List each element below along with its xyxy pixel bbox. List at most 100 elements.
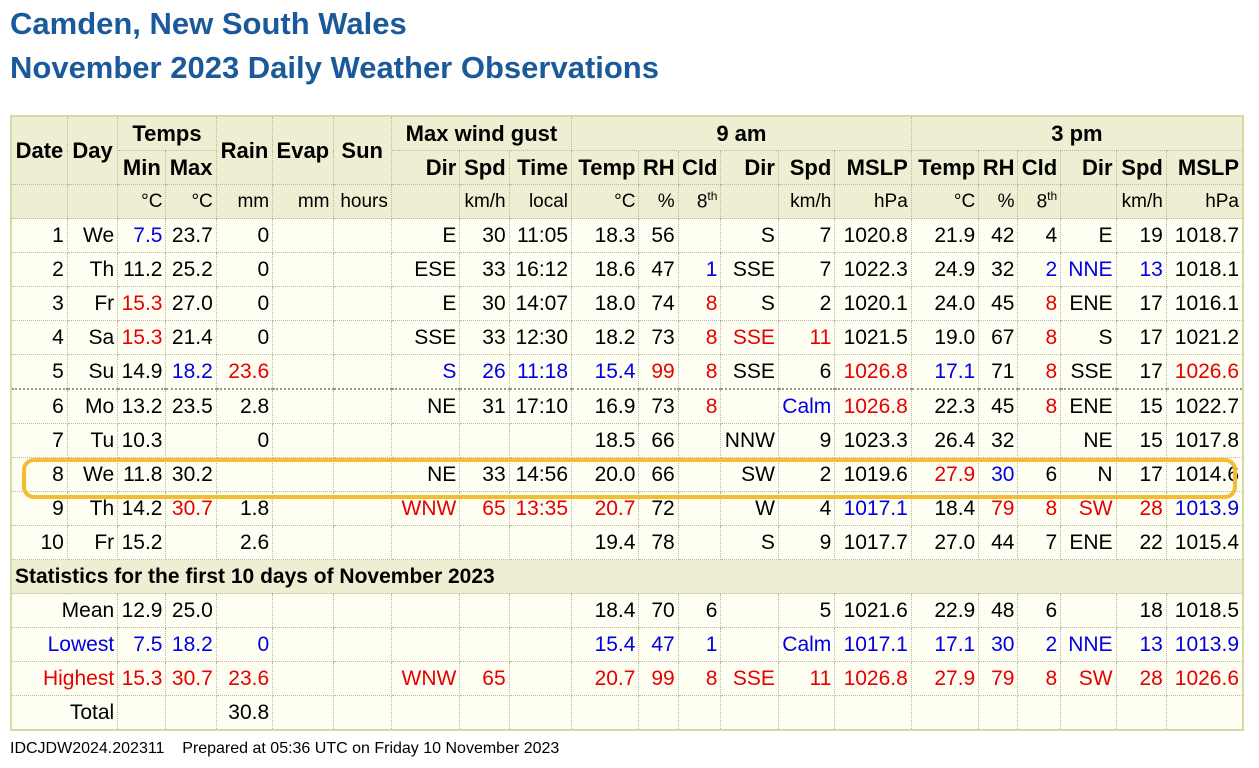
table-cell: 31 xyxy=(459,388,510,424)
table-cell: 45 xyxy=(978,388,1019,424)
table-row: 4 Sa 15.3 21.4 0 SSE 33 12:30 18.2 73 8 SSE 11 1021.5… xyxy=(10,320,1244,355)
table-cell: WNW xyxy=(390,491,461,526)
stats-cell xyxy=(910,695,980,731)
stats-cell xyxy=(1165,695,1244,731)
table-cell: 18.0 xyxy=(571,286,640,321)
table-cell: 6 xyxy=(10,388,68,424)
stats-cell: Calm xyxy=(777,627,836,662)
table-cell: E xyxy=(390,218,461,253)
table-cell: 47 xyxy=(638,252,679,287)
table-cell xyxy=(1017,423,1062,458)
table-cell: 19 xyxy=(1115,218,1167,253)
stats-cell xyxy=(677,695,722,731)
station-title: Camden, New South Wales xyxy=(10,6,407,41)
table-cell: 7 xyxy=(1017,525,1062,560)
stats-cell: 18 xyxy=(1115,593,1167,628)
table-cell: 0 xyxy=(215,286,274,321)
table-cell: 12:30 xyxy=(508,320,573,355)
table-cell: 1019.6 xyxy=(834,457,912,492)
table-cell: 17 xyxy=(1115,320,1167,355)
table-cell: 42 xyxy=(978,218,1019,253)
table-cell: SSE xyxy=(720,354,779,390)
table-cell: 1020.1 xyxy=(834,286,912,321)
stats-cell xyxy=(508,661,573,696)
header-gust-time: Time xyxy=(508,150,573,185)
table-cell xyxy=(720,388,779,424)
table-cell: 65 xyxy=(459,491,510,526)
stats-cell: 8 xyxy=(677,661,722,696)
stats-row: Mean 12.9 25.0 18.4 70 6 5 1021.6 22.9 48 6 18 1018.… xyxy=(10,593,1244,628)
table-cell: SW xyxy=(720,457,779,492)
stats-cell: 30.7 xyxy=(165,661,217,696)
table-cell: SSE xyxy=(1060,354,1117,390)
table-cell xyxy=(677,491,722,526)
stats-cell xyxy=(390,593,461,628)
unit-local: local xyxy=(508,184,573,219)
table-cell xyxy=(508,525,573,560)
table-cell xyxy=(272,525,334,560)
header-min: Min xyxy=(117,150,167,185)
stats-cell: 15.3 xyxy=(117,661,167,696)
table-cell: 6 xyxy=(1017,457,1062,492)
table-cell: 16.9 xyxy=(571,388,640,424)
table-cell xyxy=(677,423,722,458)
stats-cell: NNE xyxy=(1060,627,1117,662)
table-cell: 8 xyxy=(677,354,722,390)
table-cell: 21.9 xyxy=(910,218,980,253)
table-cell: 8 xyxy=(677,388,722,424)
stats-cell xyxy=(272,593,334,628)
stats-cell xyxy=(1115,695,1167,731)
table-row: 2 Th 11.2 25.2 0 ESE 33 16:12 18.6 47 1 SSE 7 1022.3 2… xyxy=(10,252,1244,287)
stats-cell xyxy=(1060,593,1117,628)
table-cell: 33 xyxy=(459,320,510,355)
unit-mm: mm xyxy=(272,184,334,219)
table-cell: 1 xyxy=(677,252,722,287)
unit-degc: °C xyxy=(165,184,217,219)
table-cell: 11.2 xyxy=(117,252,167,287)
header-temps: Temps xyxy=(117,115,217,151)
table-cell xyxy=(272,457,334,492)
stats-cell xyxy=(117,695,167,731)
table-cell: 2 xyxy=(777,457,836,492)
stats-cell: 30 xyxy=(978,627,1019,662)
table-cell: 32 xyxy=(978,252,1019,287)
table-cell: 1017.8 xyxy=(1165,423,1244,458)
table-cell: 9 xyxy=(777,423,836,458)
stats-cell xyxy=(390,695,461,731)
stats-cell: 1 xyxy=(677,627,722,662)
table-cell: 2.6 xyxy=(215,525,274,560)
table-cell xyxy=(332,423,392,458)
table-cell: 15.3 xyxy=(117,286,167,321)
header-gust-dir: Dir xyxy=(390,150,461,185)
unit-hpa: hPa xyxy=(1165,184,1244,219)
table-cell: 13.2 xyxy=(117,388,167,424)
table-cell: 1021.2 xyxy=(1165,320,1244,355)
stats-cell xyxy=(508,695,573,731)
stats-cell: 13 xyxy=(1115,627,1167,662)
stats-cell xyxy=(165,695,217,731)
table-cell: NE xyxy=(1060,423,1117,458)
table-cell: Tu xyxy=(66,423,119,458)
stats-label: Mean xyxy=(10,593,119,628)
header-3pm-rh: RH xyxy=(978,150,1019,185)
stats-cell xyxy=(459,593,510,628)
table-cell: 15 xyxy=(1115,423,1167,458)
stats-cell: 12.9 xyxy=(117,593,167,628)
table-cell: 2 xyxy=(777,286,836,321)
unit-kmh: km/h xyxy=(1115,184,1167,219)
table-cell: 66 xyxy=(638,457,679,492)
table-cell: 1018.7 xyxy=(1165,218,1244,253)
table-cell: Th xyxy=(66,491,119,526)
stats-cell xyxy=(1017,695,1062,731)
table-cell: 33 xyxy=(459,457,510,492)
stats-cell: 18.2 xyxy=(165,627,217,662)
table-cell: 1017.1 xyxy=(834,491,912,526)
table-cell: 8 xyxy=(10,457,68,492)
table-cell xyxy=(459,423,510,458)
table-cell: 0 xyxy=(215,423,274,458)
unit-blank xyxy=(1060,184,1117,219)
stats-cell: 47 xyxy=(638,627,679,662)
unit-mm: mm xyxy=(215,184,274,219)
table-cell: ENE xyxy=(1060,286,1117,321)
table-row: 3 Fr 15.3 27.0 0 E 30 14:07 18.0 74 8 S 2 1020.1 24.0 4… xyxy=(10,286,1244,321)
